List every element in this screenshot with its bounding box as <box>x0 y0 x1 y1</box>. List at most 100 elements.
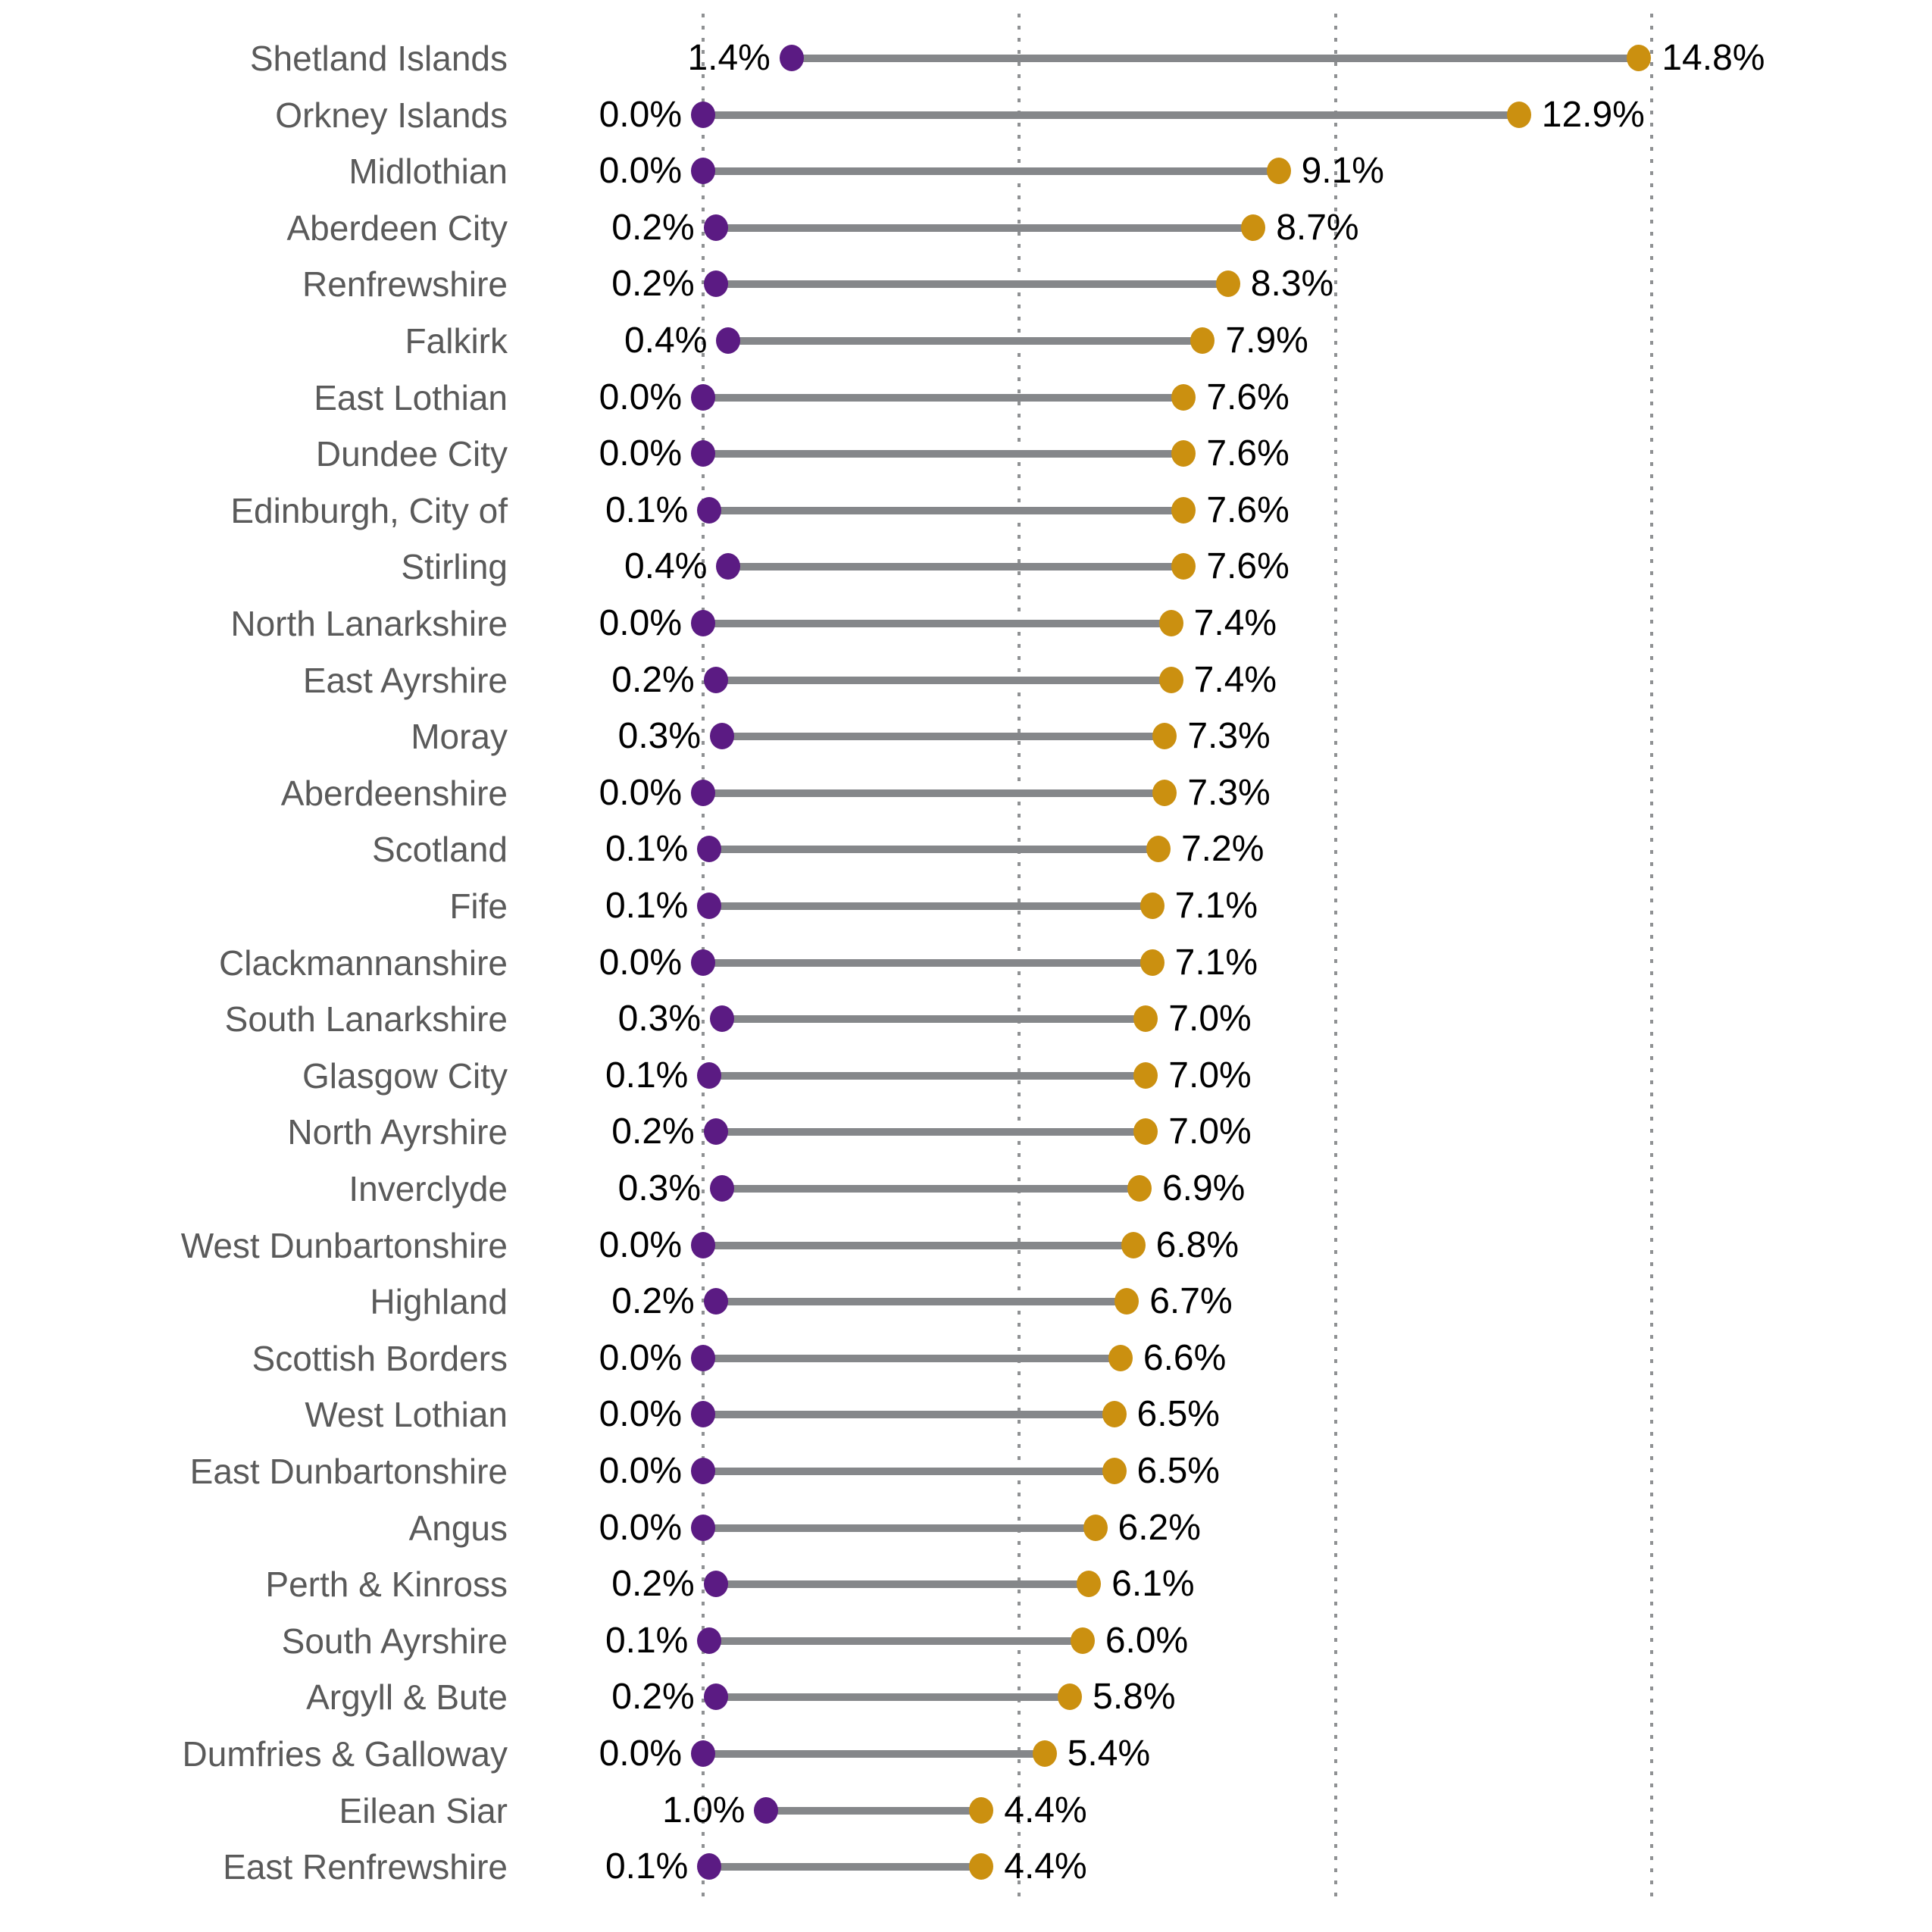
max-value-label: 7.4% <box>1193 603 1277 643</box>
region-label: Aberdeenshire <box>280 773 508 813</box>
max-dot <box>1627 45 1652 71</box>
min-value-label: 0.0% <box>599 94 682 135</box>
region-label: Edinburgh, City of <box>230 490 508 530</box>
min-dot <box>697 1627 722 1654</box>
connector-line <box>728 563 1184 571</box>
connector-line <box>709 1071 1146 1080</box>
min-value-label: 1.4% <box>687 38 771 78</box>
region-label: Scottish Borders <box>252 1338 508 1378</box>
region-label: Dundee City <box>315 434 508 474</box>
region-label: Scotland <box>371 830 508 870</box>
region-label: Orkney Islands <box>275 95 508 135</box>
gridline <box>1333 14 1337 1903</box>
min-value-label: 0.3% <box>617 999 702 1039</box>
max-value-label: 6.5% <box>1136 1394 1220 1435</box>
min-value-label: 0.0% <box>599 433 682 474</box>
max-value-label: 7.6% <box>1206 546 1290 587</box>
connector-line <box>703 958 1152 967</box>
connector-line <box>703 111 1519 119</box>
min-dot <box>697 836 722 863</box>
min-value-label: 0.3% <box>617 716 702 757</box>
min-dot <box>691 1401 715 1428</box>
min-dot <box>697 1061 722 1089</box>
max-dot <box>1102 1458 1127 1484</box>
min-value-label: 0.0% <box>599 772 682 813</box>
max-dot <box>1171 383 1196 411</box>
gridline <box>1018 14 1021 1903</box>
gridline <box>1650 14 1654 1903</box>
max-value-label: 6.6% <box>1143 1337 1227 1378</box>
connector-line <box>791 55 1640 62</box>
max-value-label: 14.8% <box>1662 38 1765 78</box>
min-value-label: 0.0% <box>599 942 682 983</box>
min-value-label: 0.1% <box>605 1620 689 1661</box>
connector-line <box>722 733 1165 741</box>
max-value-label: 5.8% <box>1093 1677 1176 1718</box>
region-label: Shetland Islands <box>249 39 508 78</box>
max-value-label: 7.0% <box>1168 1111 1252 1152</box>
max-value-label: 6.2% <box>1118 1507 1201 1548</box>
region-label: North Lanarkshire <box>230 604 508 643</box>
max-value-label: 4.4% <box>1004 1846 1087 1887</box>
min-value-label: 0.4% <box>624 320 708 361</box>
max-value-label: 7.1% <box>1174 886 1258 926</box>
connector-line <box>766 1806 982 1815</box>
region-label: South Ayrshire <box>281 1621 508 1661</box>
max-value-label: 12.9% <box>1541 94 1645 135</box>
region-label: Clackmannanshire <box>219 943 508 983</box>
region-label: Aberdeen City <box>286 208 508 248</box>
connector-line <box>709 1863 982 1871</box>
min-dot <box>691 383 715 411</box>
max-dot <box>1158 610 1183 636</box>
max-dot <box>969 1853 994 1880</box>
connector-line <box>703 1750 1045 1758</box>
max-dot <box>1133 1118 1158 1146</box>
min-value-label: 0.0% <box>599 1337 682 1378</box>
region-label: Stirling <box>401 547 508 587</box>
max-value-label: 7.0% <box>1168 1055 1252 1096</box>
min-value-label: 1.0% <box>662 1790 746 1830</box>
connector-line <box>703 1354 1121 1362</box>
max-value-label: 9.1% <box>1301 151 1384 192</box>
connector-line <box>715 1693 1071 1702</box>
max-value-label: 4.4% <box>1004 1790 1087 1830</box>
connector-line <box>722 1185 1140 1193</box>
max-dot <box>1102 1401 1127 1428</box>
min-value-label: 0.0% <box>599 1451 682 1491</box>
min-value-label: 0.0% <box>599 1733 682 1774</box>
max-dot <box>1152 723 1177 750</box>
min-dot <box>691 101 715 128</box>
connector-line <box>703 1468 1114 1475</box>
min-dot <box>691 1458 715 1484</box>
min-value-label: 0.1% <box>605 829 689 870</box>
max-value-label: 6.1% <box>1111 1564 1195 1605</box>
max-dot <box>1506 101 1531 128</box>
max-value-label: 7.6% <box>1206 489 1290 530</box>
connector-line <box>715 1580 1089 1589</box>
region-label: Glasgow City <box>302 1055 508 1096</box>
min-dot <box>703 666 728 693</box>
region-label: Highland <box>370 1282 508 1322</box>
region-label: Fife <box>449 886 508 926</box>
region-label: Perth & Kinross <box>265 1565 508 1605</box>
max-dot <box>1127 1175 1152 1202</box>
min-value-label: 0.2% <box>611 1677 695 1718</box>
max-value-label: 5.4% <box>1067 1733 1151 1774</box>
max-dot <box>1146 836 1171 863</box>
max-dot <box>1032 1740 1057 1767</box>
max-value-label: 7.3% <box>1187 772 1271 813</box>
region-label: West Lothian <box>305 1395 508 1435</box>
region-label: Angus <box>408 1508 508 1548</box>
max-dot <box>1158 666 1183 693</box>
min-dot <box>703 1683 728 1711</box>
min-value-label: 0.4% <box>624 546 708 587</box>
connector-line <box>709 902 1152 910</box>
max-value-label: 7.4% <box>1193 659 1277 700</box>
region-label: South Lanarkshire <box>224 999 508 1039</box>
min-value-label: 0.3% <box>617 1168 702 1208</box>
min-dot <box>691 1231 715 1258</box>
connector-line <box>703 167 1279 176</box>
min-dot <box>691 1514 715 1541</box>
min-value-label: 0.0% <box>599 1394 682 1435</box>
